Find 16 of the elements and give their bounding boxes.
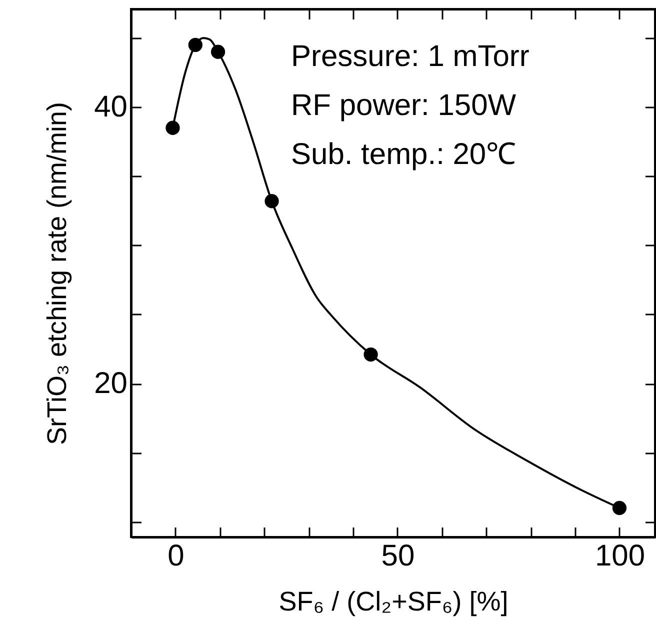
point — [188, 38, 202, 52]
x-tick-label: 50 — [381, 540, 415, 572]
x-axis-title: SF₆ / (Cl₂+SF₆) [%] — [278, 586, 508, 616]
annotation: RF power: 150W — [291, 89, 517, 122]
x-tick-label: 0 — [168, 540, 184, 572]
y-axis-title: SrTiO₃ etching rate (nm/min) — [42, 102, 72, 446]
point — [166, 120, 180, 135]
y-tick-label: 40 — [94, 90, 128, 124]
point — [210, 44, 226, 59]
point — [364, 347, 378, 362]
annotation: Pressure: 1 mTorr — [291, 40, 530, 73]
x-tick-label: 100 — [594, 540, 646, 572]
point — [612, 500, 627, 516]
annotation: Sub. temp.: 20℃ — [291, 138, 516, 171]
point — [264, 194, 279, 208]
y-tick-label: 20 — [94, 367, 128, 400]
